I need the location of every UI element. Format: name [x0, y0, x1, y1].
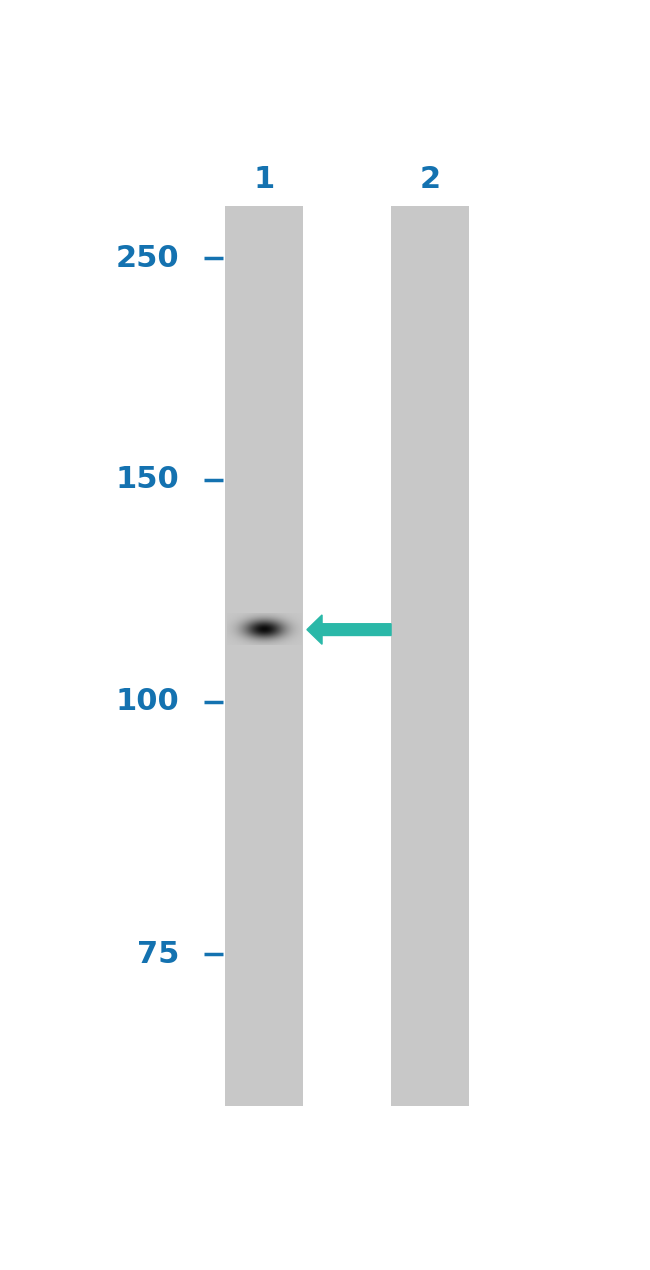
Bar — [391, 206, 469, 1106]
Text: 75: 75 — [137, 940, 179, 969]
Text: 100: 100 — [116, 687, 179, 716]
Text: 2: 2 — [420, 165, 441, 194]
Text: 250: 250 — [116, 244, 179, 273]
FancyArrow shape — [307, 615, 391, 644]
Text: 150: 150 — [116, 466, 179, 494]
Text: 1: 1 — [254, 165, 275, 194]
Bar — [225, 206, 303, 1106]
